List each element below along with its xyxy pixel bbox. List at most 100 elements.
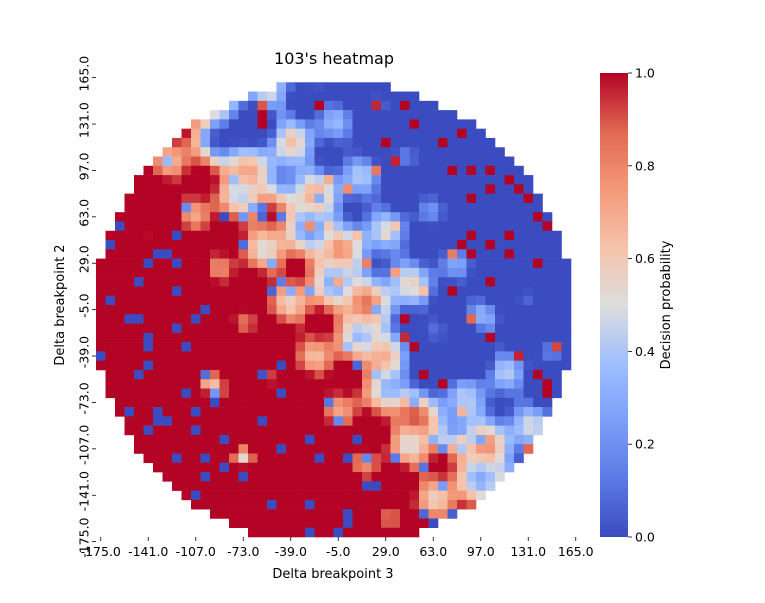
heatmap-cell <box>248 369 258 380</box>
heatmap-cell <box>409 379 420 389</box>
heatmap-cell <box>276 137 287 148</box>
heatmap-cell <box>105 249 116 259</box>
heatmap-cell <box>362 425 372 436</box>
heatmap-cell <box>333 221 344 232</box>
heatmap-cell <box>115 369 125 380</box>
heatmap-cell <box>419 258 429 269</box>
heatmap-cell <box>248 212 258 222</box>
heatmap-cell <box>229 137 239 148</box>
heatmap-cell <box>533 230 543 241</box>
heatmap-cell <box>561 277 572 287</box>
heatmap-cell <box>495 258 505 269</box>
heatmap-cell <box>238 444 249 454</box>
heatmap-cell <box>381 156 391 167</box>
heatmap-cell <box>200 258 211 269</box>
heatmap-cell <box>286 82 296 92</box>
heatmap-cell <box>143 397 154 408</box>
heatmap-cell <box>409 184 420 194</box>
heatmap-cell <box>172 193 182 204</box>
heatmap-cell <box>457 434 467 445</box>
heatmap-cell <box>162 165 173 176</box>
heatmap-cell <box>324 453 334 464</box>
heatmap-cell <box>305 499 315 510</box>
heatmap-cell <box>561 305 572 315</box>
heatmap-cell <box>200 137 211 148</box>
heatmap-cell <box>533 277 543 287</box>
heatmap-cell <box>523 416 534 426</box>
heatmap-cell <box>476 472 486 482</box>
heatmap-cell <box>305 82 315 92</box>
heatmap-cell <box>181 184 192 194</box>
heatmap-cell <box>324 295 334 306</box>
heatmap-cell <box>447 221 458 232</box>
heatmap-cell <box>248 156 258 167</box>
heatmap-cell <box>390 453 401 464</box>
heatmap-cell <box>200 388 211 399</box>
heatmap-cell <box>134 397 144 408</box>
heatmap-cell <box>457 267 467 278</box>
heatmap-cell <box>381 175 391 185</box>
heatmap-cell <box>257 416 268 426</box>
heatmap-cell <box>419 314 429 324</box>
heatmap-cell <box>172 407 182 417</box>
heatmap-cell <box>381 518 391 529</box>
heatmap-cell <box>400 472 410 482</box>
heatmap-cell <box>172 221 182 232</box>
heatmap-cell <box>257 397 268 408</box>
heatmap-cell <box>267 481 277 491</box>
heatmap-cell <box>533 249 543 259</box>
heatmap-cell <box>305 258 315 269</box>
heatmap-cell <box>428 240 439 250</box>
heatmap-cell <box>352 481 363 491</box>
heatmap-cell <box>333 332 344 343</box>
heatmap-cell <box>371 212 382 222</box>
heatmap-cell <box>457 240 467 250</box>
heatmap-cell <box>295 147 306 157</box>
heatmap-cell <box>428 314 439 324</box>
heatmap-cell <box>143 407 154 417</box>
heatmap-cell <box>257 342 268 352</box>
heatmap-cell <box>124 342 135 352</box>
heatmap-cell <box>438 481 448 491</box>
heatmap-cell <box>333 360 344 371</box>
heatmap-cell <box>381 230 391 241</box>
heatmap-cell <box>390 342 401 352</box>
heatmap-cell <box>238 342 249 352</box>
heatmap-cell <box>286 156 296 167</box>
heatmap-cell <box>504 360 515 371</box>
heatmap-cell <box>457 379 467 389</box>
heatmap-cell <box>257 175 268 185</box>
heatmap-cell <box>514 425 524 436</box>
heatmap-cell <box>105 267 116 278</box>
heatmap-cell <box>115 277 125 287</box>
heatmap-cell <box>134 416 144 426</box>
x-axis-label: Delta breakpoint 3 <box>272 567 393 582</box>
heatmap-cell <box>466 202 477 213</box>
heatmap-cell <box>495 397 505 408</box>
heatmap-cell <box>523 286 534 297</box>
heatmap-cell <box>409 277 420 287</box>
heatmap-cell <box>514 286 524 297</box>
heatmap-cell <box>381 416 391 426</box>
heatmap-cell <box>333 184 344 194</box>
heatmap-cell <box>495 147 505 157</box>
heatmap-cell <box>295 202 306 213</box>
heatmap-cell <box>352 369 363 380</box>
heatmap-cell <box>485 240 496 250</box>
heatmap-cell <box>485 444 496 454</box>
heatmap-cell <box>362 416 372 426</box>
heatmap-cell <box>314 360 325 371</box>
heatmap-cell <box>352 258 363 269</box>
heatmap-cell <box>286 249 296 259</box>
heatmap-cell <box>523 351 534 361</box>
heatmap-cell <box>362 351 372 361</box>
heatmap-cell <box>257 277 268 287</box>
heatmap-cell <box>314 175 325 185</box>
heatmap-cell <box>381 267 391 278</box>
heatmap-cell <box>362 277 372 287</box>
heatmap-cell <box>514 351 524 361</box>
heatmap-cell <box>428 518 439 529</box>
heatmap-cell <box>333 481 344 491</box>
heatmap-cell <box>134 295 144 306</box>
heatmap-cell <box>238 369 249 380</box>
